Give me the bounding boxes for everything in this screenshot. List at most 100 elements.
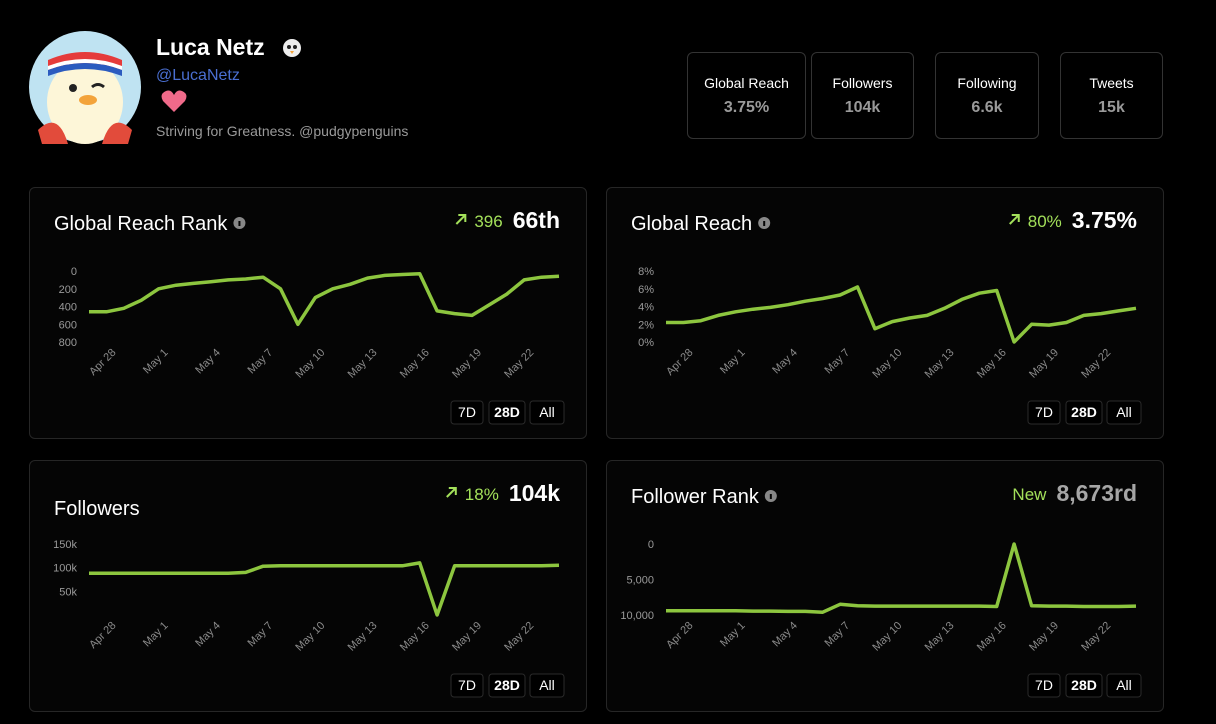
range-button[interactable] bbox=[1106, 400, 1142, 425]
profile-bio: Striving for Greatness. @pudgypenguins bbox=[156, 123, 409, 139]
stat-label: Followers bbox=[832, 75, 893, 91]
x-tick-label: May 22 bbox=[502, 347, 536, 381]
x-tick-label: May 7 bbox=[823, 347, 853, 377]
stat-value: 15k bbox=[1098, 99, 1125, 116]
range-button[interactable] bbox=[450, 673, 484, 698]
range-button[interactable] bbox=[1027, 400, 1061, 425]
chart: Followers 104k 18% 150k 100k 50k Apr 28 May 1 Ma… bbox=[53, 480, 565, 698]
current-value: 8,673rd bbox=[1056, 480, 1137, 506]
x-tick-label: May 7 bbox=[823, 620, 853, 650]
x-tick-label: Apr 28 bbox=[87, 620, 118, 651]
chart-card: Global Reach 3.75% 80% 8% 6% 4% 2% 0% Apr 28 May … bbox=[606, 187, 1164, 439]
chart-card: Global Reach Rank 66th 396 0 200 400 600 800 Apr… bbox=[29, 187, 587, 439]
range-label[interactable]: 28D bbox=[494, 677, 520, 693]
range-label[interactable]: 28D bbox=[1071, 404, 1097, 420]
x-tick-label: May 1 bbox=[718, 620, 748, 650]
chart-title: Followers bbox=[54, 498, 140, 520]
x-tick-label: May 19 bbox=[450, 620, 484, 654]
stat-label: Global Reach bbox=[704, 75, 789, 91]
x-tick-label: Apr 28 bbox=[664, 620, 695, 651]
avatar bbox=[29, 31, 141, 144]
x-tick-label: May 19 bbox=[1027, 620, 1061, 654]
range-button[interactable] bbox=[1106, 673, 1142, 698]
x-tick-label: May 4 bbox=[193, 620, 223, 650]
change-value: New bbox=[1012, 485, 1047, 504]
range-button[interactable] bbox=[1065, 400, 1103, 425]
y-tick-label: 2% bbox=[638, 319, 654, 331]
range-label[interactable]: 7D bbox=[458, 677, 476, 693]
x-tick-label: May 16 bbox=[398, 620, 432, 654]
line bbox=[666, 285, 1137, 344]
y-tick-label: 8% bbox=[638, 266, 654, 278]
stat-box: Followers 104k bbox=[811, 52, 914, 139]
x-tick-label: Apr 28 bbox=[87, 347, 118, 378]
range-label[interactable]: 7D bbox=[1035, 404, 1053, 420]
x-tick-label: May 13 bbox=[923, 347, 957, 381]
x-tick-label: May 22 bbox=[1079, 347, 1113, 381]
range-button[interactable] bbox=[488, 673, 526, 698]
change-value: 80% bbox=[1028, 212, 1062, 231]
profile-name: Luca Netz bbox=[156, 34, 265, 60]
x-tick-label: Apr 28 bbox=[664, 347, 695, 378]
x-tick-label: May 4 bbox=[770, 347, 800, 377]
x-tick-label: May 16 bbox=[975, 620, 1009, 654]
range-label[interactable]: 7D bbox=[1035, 677, 1053, 693]
x-tick-label: May 7 bbox=[246, 620, 276, 650]
x-tick-label: May 1 bbox=[141, 347, 171, 377]
range-label[interactable]: 28D bbox=[1071, 677, 1097, 693]
trend-arrow bbox=[1009, 214, 1020, 225]
range-label[interactable]: All bbox=[1116, 677, 1132, 693]
stat-label: Following bbox=[957, 75, 1017, 91]
x-tick-label: May 13 bbox=[346, 347, 380, 381]
range-label[interactable]: 28D bbox=[494, 404, 520, 420]
profile-handle[interactable]: @LucaNetz bbox=[156, 67, 240, 84]
range-button[interactable] bbox=[1027, 673, 1061, 698]
range-button[interactable] bbox=[529, 673, 565, 698]
line bbox=[89, 271, 560, 327]
range-button[interactable] bbox=[450, 400, 484, 425]
chart-card: Followers 104k 18% 150k 100k 50k Apr 28 May 1 Ma… bbox=[29, 460, 587, 712]
chart: Follower Rank 8,673rd New 0 5,000 10,000 Apr 2… bbox=[620, 480, 1142, 698]
x-tick-label: May 10 bbox=[293, 347, 327, 381]
range-label[interactable]: All bbox=[539, 677, 555, 693]
x-tick-label: May 13 bbox=[346, 620, 380, 654]
trend-arrow bbox=[446, 487, 457, 498]
info-icon-i bbox=[763, 221, 766, 226]
range-button[interactable] bbox=[1065, 673, 1103, 698]
info-icon-i bbox=[238, 221, 241, 226]
range-button[interactable] bbox=[488, 400, 526, 425]
x-tick-label: May 10 bbox=[870, 347, 904, 381]
y-tick-label: 4% bbox=[638, 302, 654, 314]
range-button[interactable] bbox=[529, 400, 565, 425]
y-tick-label: 200 bbox=[59, 284, 77, 296]
y-tick-label: 0 bbox=[648, 539, 654, 551]
chart-title: Global Reach Rank bbox=[54, 213, 228, 235]
chart-title: Follower Rank bbox=[631, 486, 760, 508]
chart: Global Reach 3.75% 80% 8% 6% 4% 2% 0% Apr 28 May … bbox=[631, 207, 1142, 425]
change-value: 18% bbox=[465, 485, 499, 504]
y-tick-label: 0% bbox=[638, 337, 654, 349]
x-tick-label: May 13 bbox=[923, 620, 957, 654]
chart-card: Follower Rank 8,673rd New 0 5,000 10,000 Apr 2… bbox=[606, 460, 1164, 712]
y-tick-label: 6% bbox=[638, 284, 654, 296]
range-label[interactable]: 7D bbox=[458, 404, 476, 420]
range-label[interactable]: All bbox=[539, 404, 555, 420]
stat-label: Tweets bbox=[1089, 75, 1134, 91]
stat-box: Global Reach 3.75% bbox=[687, 52, 806, 139]
chart: Global Reach Rank 66th 396 0 200 400 600 800 Apr… bbox=[54, 207, 565, 425]
stat-value: 104k bbox=[844, 99, 881, 116]
chart-title: Global Reach bbox=[631, 213, 752, 235]
info-icon-i bbox=[769, 494, 772, 499]
x-tick-label: May 16 bbox=[975, 347, 1009, 381]
x-tick-label: May 4 bbox=[193, 347, 223, 377]
x-tick-label: May 10 bbox=[870, 620, 904, 654]
y-tick-label: 0 bbox=[71, 266, 77, 278]
x-tick-label: May 22 bbox=[502, 620, 536, 654]
y-tick-label: 400 bbox=[59, 302, 77, 314]
y-tick-label: 800 bbox=[59, 337, 77, 349]
y-tick-label: 150k bbox=[53, 539, 77, 551]
range-label[interactable]: All bbox=[1116, 404, 1132, 420]
y-tick-label: 50k bbox=[59, 586, 77, 598]
y-tick-label: 100k bbox=[53, 563, 77, 575]
x-tick-label: May 19 bbox=[1027, 347, 1061, 381]
